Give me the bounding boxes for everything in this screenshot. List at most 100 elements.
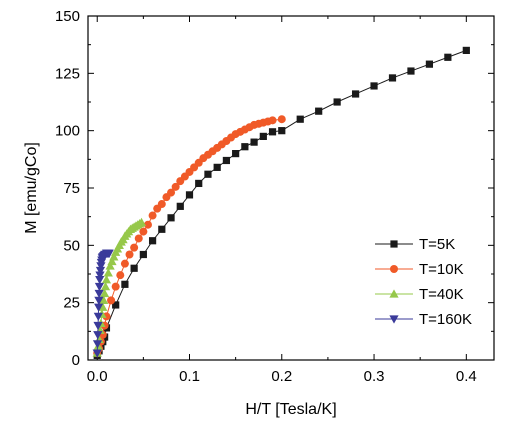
data-point: [99, 295, 109, 305]
x-tick-label: 0.2: [271, 368, 292, 385]
series-t-5k: [93, 46, 470, 360]
series-t-160k: [92, 249, 114, 358]
data-point: [462, 46, 470, 54]
legend-marker: [389, 289, 399, 298]
legend-marker: [390, 265, 398, 273]
data-point: [125, 250, 134, 259]
x-axis-title: H/T [Tesla/K]: [245, 401, 336, 418]
data-point: [250, 138, 258, 146]
data-point: [158, 225, 166, 233]
data-point: [92, 349, 102, 358]
data-point: [315, 107, 323, 115]
data-point: [112, 301, 120, 309]
data-point: [94, 289, 104, 299]
data-point: [241, 143, 249, 151]
data-point: [134, 234, 143, 243]
series-t-10k: [93, 115, 286, 358]
data-point: [95, 276, 105, 285]
data-point: [104, 249, 114, 258]
y-axis-ticks: 0 25 50 75 100 125 150: [55, 8, 494, 369]
data-point: [232, 150, 240, 158]
plot-area: [87, 15, 495, 361]
data-point: [351, 90, 360, 98]
y-tick-label: 150: [55, 8, 80, 25]
data-point: [94, 296, 104, 305]
data-point: [105, 261, 115, 270]
y-tick-label: 50: [63, 237, 80, 254]
data-point: [425, 60, 434, 68]
y-tick-label: 125: [55, 65, 80, 82]
data-point: [94, 303, 104, 312]
legend-item: T=10K: [375, 261, 464, 278]
legend-item: T=160K: [375, 311, 472, 328]
data-point: [136, 217, 147, 227]
legend: T=5K T=10K T=40K T=160K: [375, 236, 472, 328]
data-point: [120, 259, 129, 268]
data-point: [98, 302, 108, 311]
data-point: [130, 264, 138, 272]
data-point: [107, 296, 116, 305]
data-point: [204, 170, 212, 178]
x-tick-label: 0.3: [364, 368, 385, 385]
data-point: [93, 331, 103, 340]
data-point: [93, 321, 103, 331]
data-point: [444, 53, 452, 61]
data-point: [222, 156, 231, 165]
data-point: [130, 243, 139, 252]
data-point: [143, 220, 152, 229]
legend-item: T=5K: [375, 236, 455, 253]
plot-frame: [87, 15, 495, 361]
data-point: [296, 115, 304, 123]
legend-label: T=10K: [419, 261, 464, 278]
data-point: [167, 188, 176, 197]
data-point: [111, 282, 120, 291]
data-point: [259, 132, 267, 140]
data-point: [94, 282, 105, 292]
data-point: [268, 128, 277, 136]
data-point: [103, 268, 113, 277]
x-tick-label: 0.0: [87, 368, 108, 385]
x-tick-label: 0.4: [456, 368, 477, 385]
data-point: [388, 74, 397, 82]
data-point: [185, 191, 194, 199]
data-point: [370, 82, 378, 90]
data-point: [96, 262, 106, 271]
data-point: [100, 282, 111, 291]
data-point: [171, 182, 180, 191]
data-point: [92, 340, 103, 349]
data-point: [121, 280, 129, 288]
data-point: [277, 115, 286, 124]
data-point: [195, 179, 203, 188]
data-point: [107, 256, 117, 266]
legend-marker: [390, 240, 398, 248]
data-point: [100, 288, 110, 298]
data-point: [148, 211, 157, 220]
data-point: [176, 202, 184, 210]
data-point: [213, 163, 221, 171]
series-layer: [92, 46, 470, 360]
y-tick-label: 0: [72, 352, 80, 369]
series-t-40k: [92, 217, 147, 357]
data-point: [148, 237, 157, 245]
data-point: [139, 227, 148, 236]
data-point: [278, 127, 286, 135]
x-tick-label: 0.1: [179, 368, 200, 385]
legend-label: T=5K: [419, 236, 455, 253]
data-point: [268, 116, 277, 125]
legend-item: T=40K: [375, 286, 464, 303]
data-point: [116, 271, 125, 280]
data-point: [93, 312, 103, 322]
x-axis-ticks: 0.0 0.1 0.2 0.3 0.4: [87, 16, 477, 385]
y-tick-label: 75: [63, 180, 80, 197]
data-point: [95, 266, 106, 276]
series-line: [96, 49, 467, 356]
legend-marker: [389, 315, 399, 324]
y-tick-label: 25: [63, 295, 80, 312]
data-point: [167, 214, 175, 222]
data-point: [157, 200, 166, 209]
legend-label: T=160K: [419, 311, 472, 328]
data-point: [109, 252, 119, 261]
data-point: [407, 67, 415, 75]
y-axis-title: M [emu/gCo]: [23, 142, 40, 234]
